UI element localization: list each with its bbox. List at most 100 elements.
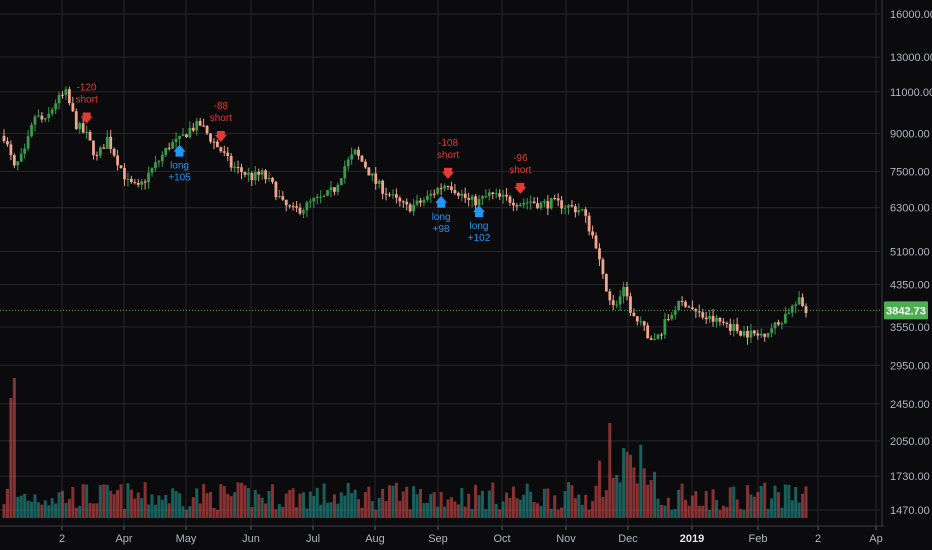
volume-bar (229, 496, 233, 518)
volume-bar (752, 496, 756, 518)
candle-body (415, 200, 419, 205)
candle-body (443, 185, 446, 189)
volume-bar (718, 509, 722, 518)
candle-body (40, 115, 44, 120)
volume-bar (556, 509, 560, 518)
volume-bar (615, 475, 619, 518)
candle-body (505, 194, 508, 197)
candle-body (394, 194, 398, 198)
candle-body (704, 317, 708, 320)
volume-bar (240, 482, 244, 518)
volume-bar (167, 503, 171, 518)
candle-body (388, 194, 391, 196)
candle-body (171, 142, 175, 149)
volume-bar (549, 508, 553, 518)
candle-body (195, 120, 199, 131)
candle-body (140, 181, 144, 185)
candle-body (525, 202, 529, 204)
candle-body (54, 103, 58, 110)
volume-bar (198, 503, 202, 518)
candle-body (742, 330, 746, 336)
volume-bar (140, 498, 144, 518)
candle-body (102, 147, 106, 149)
time-tick-label: Feb (749, 533, 768, 545)
volume-bar (350, 493, 354, 518)
volume-bar (346, 482, 350, 518)
volume-bar (449, 497, 453, 518)
volume-bar (219, 484, 223, 518)
candle-body (746, 330, 749, 338)
trade-signals: -120shortlong+105-88short-108shortlong+9… (75, 83, 531, 245)
time-axis[interactable]: 2 Apr May Jun Jul Aug Sep Oct Nov Dec 2019 Feb 2 Ap (0, 525, 932, 550)
candle-body (326, 190, 329, 196)
candle-body (95, 155, 99, 157)
volume-bar (494, 503, 498, 518)
candle-body (126, 178, 130, 180)
candle-body (666, 319, 670, 321)
candle-body (408, 204, 412, 212)
volume-bar (408, 509, 412, 518)
candle-body (484, 196, 488, 198)
volume-bar (54, 503, 58, 518)
candle-body (773, 322, 777, 329)
candle-body (563, 207, 567, 209)
candle-body (708, 315, 712, 320)
volume-bar (212, 507, 216, 518)
price-tick-label: 2450.00 (890, 399, 930, 411)
volume-bar (253, 490, 257, 518)
candle-body (295, 206, 298, 208)
volume-bar (794, 487, 798, 518)
candle-body (185, 134, 188, 138)
volume-bar (684, 499, 688, 518)
candle-body (632, 312, 636, 317)
candle-body (381, 180, 385, 194)
volume-bar (398, 500, 402, 518)
candle-body (123, 168, 126, 180)
candle-body (398, 197, 402, 202)
volume-bar (670, 509, 674, 518)
candle-body (74, 111, 78, 129)
candle-body (33, 116, 37, 125)
volume-bars (2, 378, 808, 518)
volume-bar (264, 503, 268, 518)
volume-bar (766, 508, 770, 518)
candle-body (450, 186, 453, 191)
candle-body (37, 115, 40, 117)
volume-bar (243, 485, 247, 518)
volume-bar (742, 509, 746, 518)
volume-bar (336, 503, 340, 518)
candle-body (374, 173, 378, 184)
candle-body (725, 322, 729, 324)
candle-body (346, 159, 350, 167)
candle-body (670, 314, 674, 320)
candle-body (240, 167, 243, 173)
volume-bar (98, 484, 102, 518)
volume-bar (281, 506, 285, 518)
candle-body (6, 141, 9, 145)
candle-body (697, 311, 701, 313)
price-tick-label: 2950.00 (890, 360, 930, 372)
price-axis[interactable]: 16000.00 13000.00 11000.00 9000.00 7500.00 63… (881, 0, 932, 526)
volume-bar (119, 484, 123, 518)
signal-label: +98 (433, 224, 450, 235)
signal-label: long (470, 221, 489, 232)
candle-body (370, 173, 374, 176)
candle-body (264, 170, 267, 180)
candle-body (543, 201, 546, 203)
volume-bar (19, 495, 23, 518)
candle-body (64, 89, 68, 95)
long-arrow-icon (173, 144, 186, 157)
candle-body (19, 153, 23, 162)
candle-body (763, 333, 767, 337)
price-tick-label: 16000.00 (890, 9, 932, 21)
candle-body (236, 167, 240, 169)
candle-body (422, 199, 426, 203)
volume-bar (150, 494, 154, 518)
candle-body (229, 156, 233, 168)
candle-body (222, 151, 226, 153)
candle-body (797, 297, 801, 305)
volume-bar (566, 482, 570, 518)
volume-bar (618, 482, 622, 518)
volume-bar (570, 485, 574, 518)
